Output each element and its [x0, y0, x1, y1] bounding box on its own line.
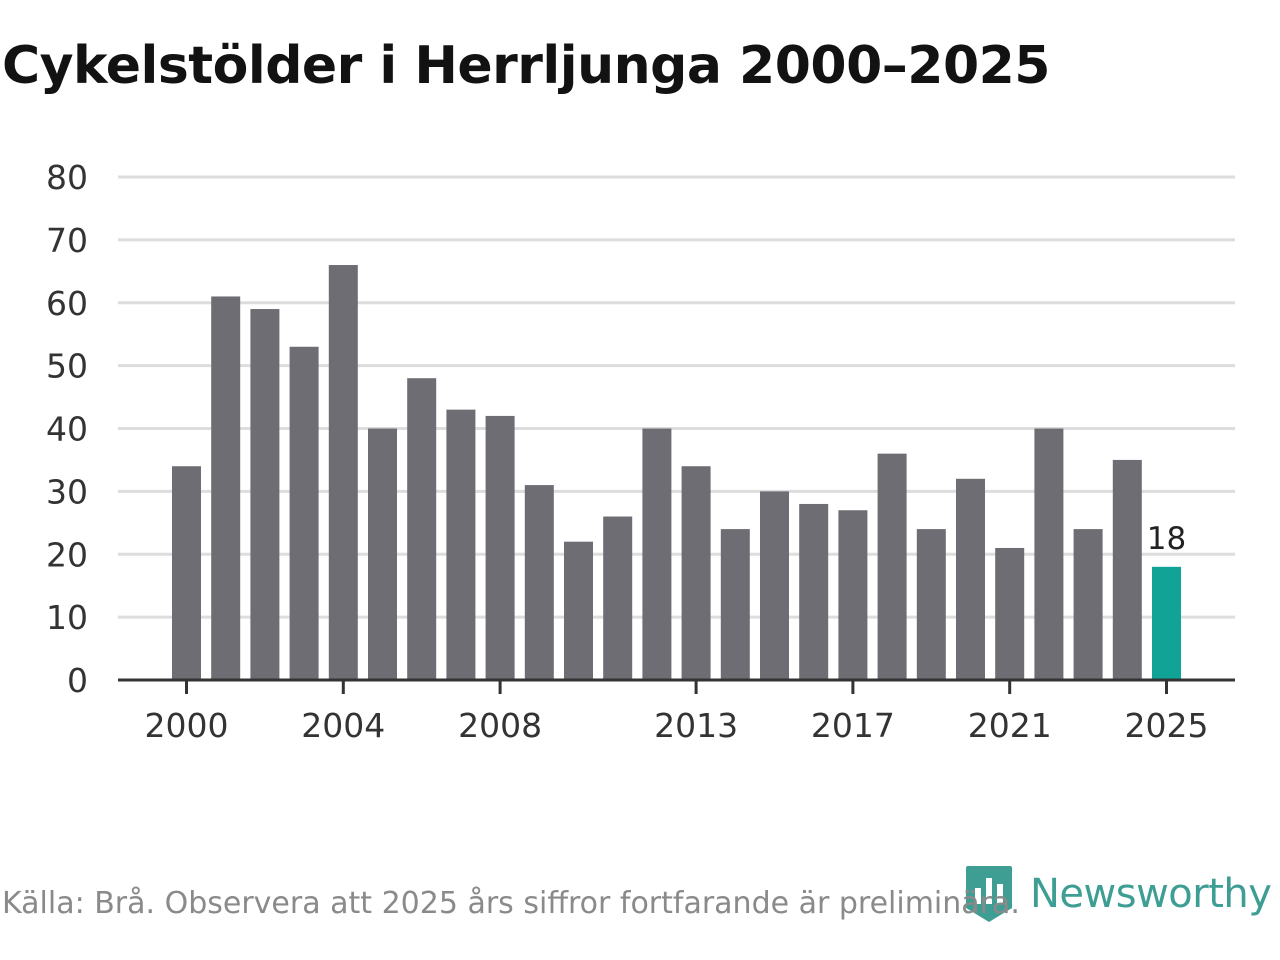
- bar-2019: [916, 529, 946, 680]
- bar-2014: [720, 529, 750, 680]
- bar-2000: [172, 466, 201, 680]
- bar-2021: [995, 547, 1025, 680]
- y-tick-label: 50: [46, 347, 88, 386]
- x-tick-label-2025: 2025: [1125, 706, 1209, 745]
- bar-2015: [760, 491, 789, 680]
- y-tick-label: 60: [46, 284, 88, 323]
- bar-2024: [1112, 459, 1142, 680]
- bar-2001: [211, 296, 241, 680]
- newsworthy-logo: Newsworthy: [964, 864, 1272, 924]
- x-tick-label-2013: 2013: [654, 706, 738, 745]
- x-tick-label-2021: 2021: [968, 706, 1052, 745]
- y-tick-label: 0: [67, 661, 88, 700]
- bar-2004: [328, 265, 358, 680]
- x-tick-label-2000: 2000: [145, 706, 229, 745]
- y-tick-label: 30: [46, 472, 88, 511]
- bars: [172, 265, 1181, 680]
- bar-2011: [603, 516, 633, 680]
- bar-2022: [1034, 428, 1064, 680]
- bar-2016: [799, 503, 829, 680]
- bar-chart-logo-icon: [966, 866, 1012, 922]
- y-tick-label: 40: [46, 410, 88, 449]
- bar-2002: [250, 309, 280, 680]
- bar-2023: [1073, 529, 1103, 680]
- data-label-2025: 18: [1147, 521, 1186, 557]
- chart-title: Cykelstölder i Herrljunga 2000–2025: [2, 36, 1051, 96]
- bar-2012: [642, 428, 672, 680]
- bar-2009: [524, 485, 554, 680]
- logo-text: Newsworthy: [1030, 871, 1272, 917]
- bar-2025: [1152, 566, 1181, 680]
- gridlines: [118, 175, 1235, 619]
- y-tick-label: 10: [46, 598, 88, 637]
- x-axis-ticks: 2000 2004 2008 2013 2017 2021 2025: [145, 680, 1209, 745]
- bar-2003: [289, 346, 319, 680]
- y-tick-label: 70: [46, 221, 88, 260]
- bar-2006: [407, 378, 437, 680]
- data-labels: 18: [1147, 521, 1186, 557]
- bar-2005: [368, 428, 397, 680]
- bar-2008: [485, 415, 515, 680]
- x-tick-label-2008: 2008: [458, 706, 542, 745]
- bar-2017: [838, 510, 868, 680]
- y-tick-label: 20: [46, 535, 88, 574]
- bar-2020: [956, 478, 985, 680]
- bar-2013: [681, 466, 711, 680]
- source-note: Källa: Brå. Observera att 2025 års siffr…: [2, 886, 1020, 921]
- x-tick-label-2004: 2004: [301, 706, 385, 745]
- y-axis-ticks: 0 10 20 30 40 50 60 70 80: [46, 158, 88, 700]
- bar-2010: [564, 541, 593, 680]
- y-tick-label: 80: [46, 158, 88, 197]
- x-tick-label-2017: 2017: [811, 706, 895, 745]
- bar-2018: [877, 453, 907, 680]
- bar-2007: [446, 409, 476, 680]
